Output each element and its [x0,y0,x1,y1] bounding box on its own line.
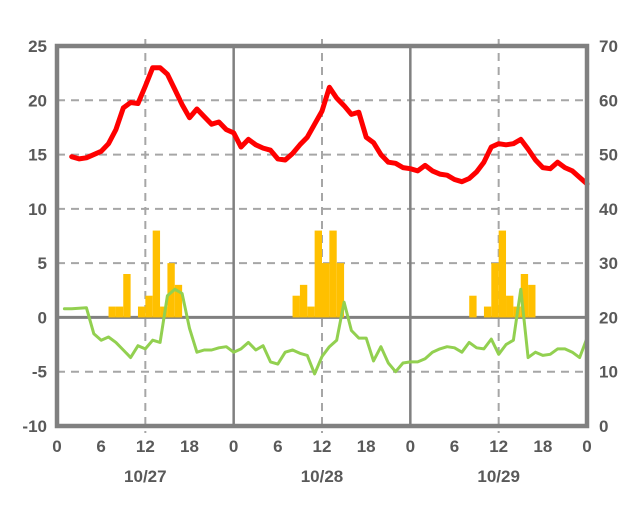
precip-bar [469,295,477,318]
tick-label: 10/29 [477,467,520,486]
tick-label: 60 [599,91,618,110]
precip-bar [152,230,161,318]
precip-bar [108,306,116,318]
tick-label: 6 [96,437,105,456]
tick-label: 70 [599,37,618,56]
precip-bar [336,263,345,318]
precip-bar [314,230,322,318]
tick-label: -5 [32,363,47,382]
precip-bar [145,295,153,318]
tick-label: 0 [52,437,61,456]
tick-label: 10/27 [124,467,167,486]
tick-label: 10 [28,200,47,219]
tick-label: 12 [136,437,155,456]
tick-label: 0 [582,437,591,456]
green-line-series [62,287,589,376]
tick-label: 50 [599,146,618,165]
plot-border [54,43,590,429]
precip-bar [498,230,507,318]
day-labels: 10/27 10/28 10/29 [124,467,520,486]
tick-label: 6 [273,437,282,456]
tick-label: 20 [28,91,47,110]
right-axis-ticks: 70 60 50 40 30 20 10 0 [599,37,618,436]
tick-label: 40 [599,200,618,219]
precip-bar [292,295,300,318]
tick-label: 0 [599,417,608,436]
precip-bar [491,263,499,318]
tick-label: 18 [357,437,376,456]
red-line-series [69,65,590,187]
tick-label: 0 [38,308,47,327]
tick-label: 12 [489,437,508,456]
precip-bar [329,230,337,318]
tick-label: 20 [599,308,618,327]
precip-bar [307,306,315,318]
left-axis-ticks: 25 20 15 10 5 0 -5 -10 [22,37,47,436]
precip-bar [322,263,330,318]
tick-label: 0 [229,437,238,456]
tick-label: 25 [28,37,47,56]
tick-label: -10 [22,417,47,436]
tick-label: 12 [313,437,332,456]
precip-bar [483,306,492,318]
precip-bar [528,284,536,318]
tick-label: 10/28 [301,467,344,486]
precip-bar [167,263,175,318]
bars-series [108,230,536,318]
tick-label: 0 [406,437,415,456]
precip-bar [520,274,529,318]
precip-bar [137,306,146,318]
tick-label: 15 [28,146,47,165]
tick-label: 18 [180,437,199,456]
tick-label: 10 [599,363,618,382]
precip-bar [123,274,131,318]
tick-label: 18 [533,437,552,456]
precip-bar [506,295,514,318]
precip-bar [115,306,124,318]
precip-bar [299,284,308,318]
tick-label: 6 [450,437,459,456]
tick-label: 5 [38,254,47,273]
tick-label: 30 [599,254,618,273]
precip-bar [174,284,183,318]
x-axis-ticks: 0 6 12 18 0 6 12 18 0 6 12 18 0 [52,437,591,456]
